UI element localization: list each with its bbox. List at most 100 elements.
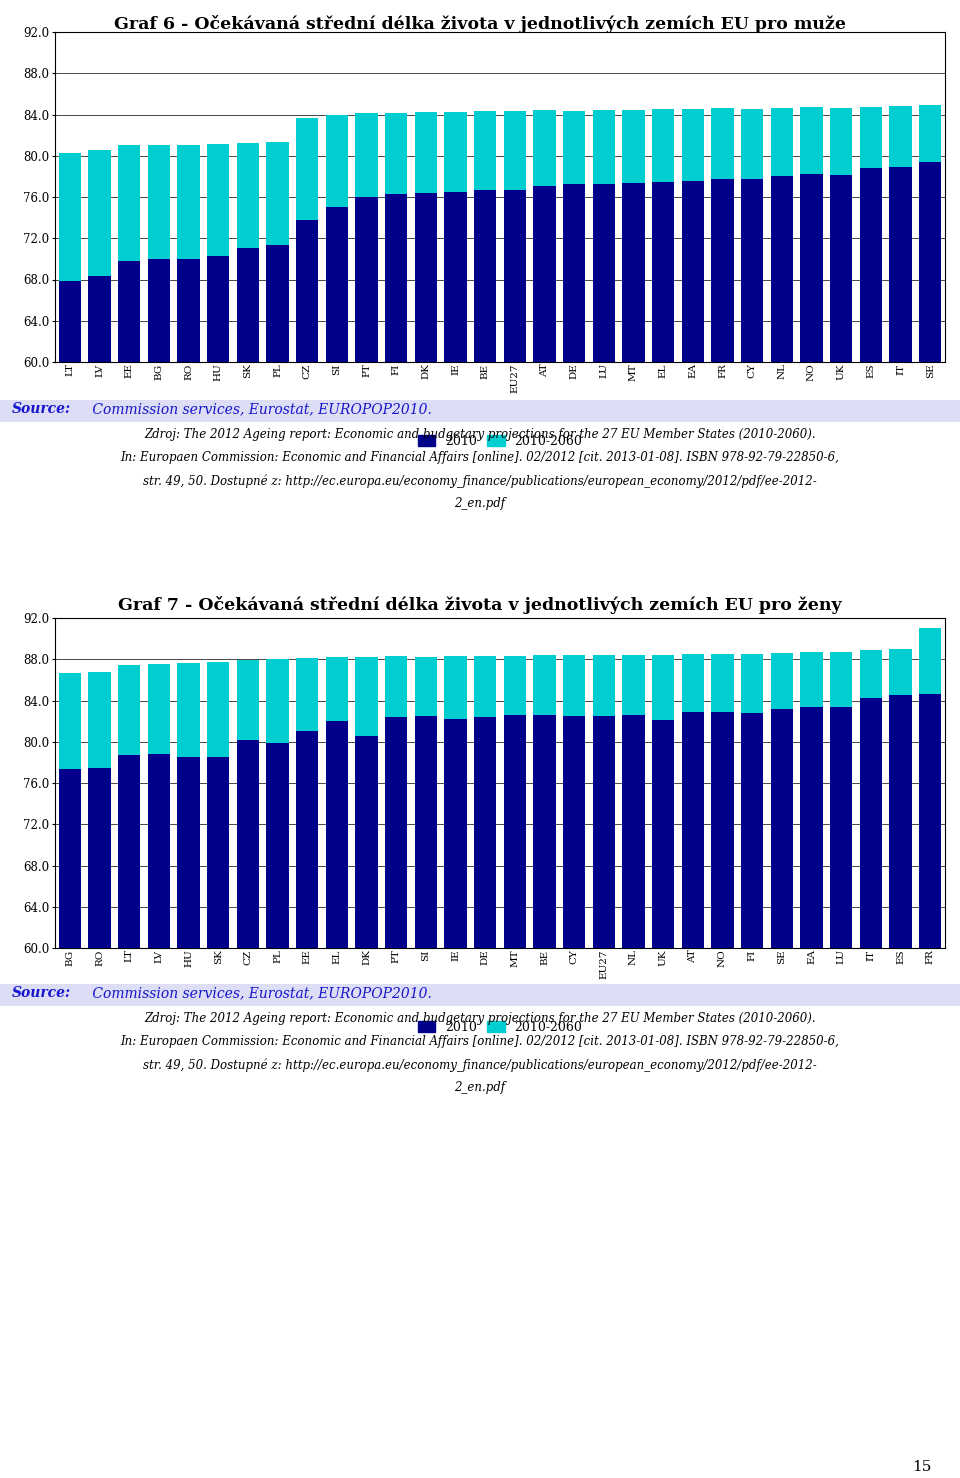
Text: Source:: Source: <box>12 402 71 415</box>
Bar <box>444 112 467 192</box>
Bar <box>504 656 526 715</box>
Bar <box>889 649 912 695</box>
Bar <box>534 715 556 947</box>
Text: In: Europaen Commission: Economic and Financial Affairs [online]. 02/2012 [cit. : In: Europaen Commission: Economic and Fi… <box>121 451 839 464</box>
Bar <box>59 152 81 281</box>
Bar <box>564 715 586 947</box>
Bar <box>830 706 852 947</box>
Bar <box>652 109 674 182</box>
Bar <box>652 182 674 362</box>
Bar <box>771 709 793 947</box>
Bar <box>534 655 556 715</box>
Text: 2_en.pdf: 2_en.pdf <box>454 497 506 510</box>
Text: 2_en.pdf: 2_en.pdf <box>454 1080 506 1094</box>
Bar <box>88 149 110 276</box>
Bar <box>592 111 615 183</box>
Bar <box>59 672 81 769</box>
Bar <box>889 695 912 947</box>
Bar <box>59 281 81 362</box>
Bar <box>592 715 615 947</box>
Bar <box>355 736 377 947</box>
Bar <box>118 755 140 947</box>
Bar <box>148 665 170 754</box>
Bar <box>266 743 289 947</box>
Bar <box>771 176 793 362</box>
Bar <box>266 245 289 362</box>
Bar <box>741 712 763 947</box>
Bar <box>444 720 467 947</box>
Text: Source:: Source: <box>12 986 71 1001</box>
Bar <box>801 652 823 706</box>
Text: 15: 15 <box>912 1460 931 1474</box>
Bar <box>415 112 437 192</box>
Bar <box>682 712 704 947</box>
Bar <box>830 176 852 362</box>
Bar <box>860 168 882 362</box>
Bar <box>711 108 733 179</box>
Bar <box>415 715 437 947</box>
Bar <box>296 732 319 947</box>
Bar <box>237 739 259 947</box>
Bar <box>88 276 110 362</box>
Bar <box>88 671 110 767</box>
Bar <box>266 659 289 743</box>
Bar <box>444 192 467 362</box>
Bar <box>88 767 110 947</box>
Bar <box>118 262 140 362</box>
Bar <box>296 220 319 362</box>
Text: Commission services, Eurostat, EUROPOP2010.: Commission services, Eurostat, EUROPOP20… <box>88 986 432 1001</box>
Bar <box>889 167 912 362</box>
Bar <box>711 712 733 947</box>
Bar <box>564 655 586 715</box>
Bar <box>296 118 319 220</box>
Bar <box>682 655 704 712</box>
Bar <box>474 656 496 717</box>
Bar <box>564 183 586 362</box>
Bar <box>178 664 200 757</box>
Text: Graf 6 - Očekávaná střední délka života v jednotlivých zemích EU pro muže: Graf 6 - Očekávaná střední délka života … <box>114 15 846 33</box>
Bar <box>355 114 377 197</box>
Bar <box>830 652 852 706</box>
Bar <box>504 715 526 947</box>
Bar <box>444 656 467 720</box>
Bar <box>178 259 200 362</box>
Bar <box>622 655 644 715</box>
Text: Zdroj: The 2012 Ageing report: Economic and budgetary projections for the 27 EU : Zdroj: The 2012 Ageing report: Economic … <box>144 429 816 440</box>
Bar <box>711 179 733 362</box>
Bar <box>266 142 289 245</box>
Bar <box>207 145 229 256</box>
Bar <box>592 655 615 715</box>
Bar <box>415 658 437 715</box>
Bar <box>325 207 348 362</box>
Bar <box>385 194 407 362</box>
Text: Graf 7 - Očekávaná střední délka života v jednotlivých zemích EU pro ženy: Graf 7 - Očekávaná střední délka života … <box>118 596 842 613</box>
Bar <box>237 143 259 247</box>
Bar <box>207 256 229 362</box>
Bar <box>325 114 348 207</box>
Bar <box>860 699 882 947</box>
Bar <box>474 717 496 947</box>
Bar <box>622 111 644 183</box>
Bar <box>652 655 674 720</box>
Bar <box>919 695 942 947</box>
Bar <box>207 662 229 757</box>
Bar <box>564 111 586 183</box>
Bar <box>919 628 942 695</box>
Bar <box>504 189 526 362</box>
Text: Commission services, Eurostat, EUROPOP2010.: Commission services, Eurostat, EUROPOP20… <box>88 402 432 415</box>
Bar <box>415 192 437 362</box>
Bar <box>325 658 348 721</box>
Bar <box>860 650 882 699</box>
Bar <box>148 145 170 259</box>
Bar <box>118 145 140 262</box>
Bar <box>355 658 377 736</box>
Bar <box>474 189 496 362</box>
Bar <box>325 721 348 947</box>
Bar <box>237 661 259 739</box>
Bar <box>207 757 229 947</box>
Legend: 2010, 2010-2060: 2010, 2010-2060 <box>418 1021 583 1035</box>
Bar <box>682 180 704 362</box>
Bar <box>622 183 644 362</box>
Bar <box>385 717 407 947</box>
Bar <box>148 754 170 947</box>
